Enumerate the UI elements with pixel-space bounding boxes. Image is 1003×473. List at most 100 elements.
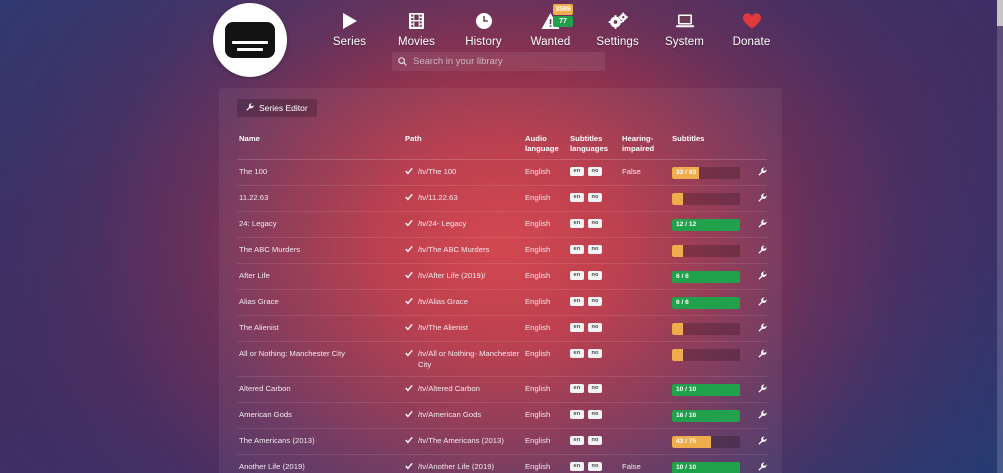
cell-series-name: The Alienist: [239, 323, 279, 333]
nav-item-system[interactable]: System: [651, 6, 718, 48]
cell-subtitles-progress: 12 / 12: [672, 219, 750, 232]
cell-path: /tv/After Life (2019)/: [405, 271, 525, 282]
cell-path-text: /tv/Alias Grace: [418, 297, 468, 307]
cell-path-text: /tv/After Life (2019)/: [418, 271, 486, 281]
row-wrench-icon[interactable]: [758, 193, 767, 202]
nav-item-settings[interactable]: Settings: [584, 6, 651, 48]
nav-label-system: System: [665, 36, 704, 48]
cell-audio-language: English: [525, 297, 551, 307]
subtitles-progress-label: 16 / 16: [676, 412, 697, 420]
table-row[interactable]: After Life/tv/After Life (2019)/ English e…: [237, 264, 767, 291]
table-row[interactable]: The ABC Murders/tv/The ABC Murders Englis…: [237, 238, 767, 265]
table-row[interactable]: Altered Carbon/tv/Altered Carbon English e…: [237, 377, 767, 404]
row-wrench-icon[interactable]: [758, 323, 767, 332]
check-icon: [405, 349, 413, 370]
subtitle-language-pill: no: [587, 219, 603, 229]
cell-path-text: /tv/American Gods: [418, 410, 482, 420]
cell-path-text: /tv/24- Legacy: [418, 219, 467, 229]
table-row[interactable]: American Gods/tv/American Gods English en n…: [237, 403, 767, 430]
row-wrench-icon[interactable]: [758, 167, 767, 176]
row-wrench-icon[interactable]: [758, 297, 767, 306]
cell-subtitles-languages: en no: [570, 167, 622, 177]
nav-item-series[interactable]: Series: [316, 6, 383, 48]
subtitle-language-pill: no: [587, 323, 603, 333]
cell-subtitles-progress: [672, 193, 750, 206]
cell-path: /tv/24- Legacy: [405, 219, 525, 230]
row-wrench-icon[interactable]: [758, 219, 767, 228]
cell-path: /tv/The 100: [405, 167, 525, 178]
row-wrench-icon[interactable]: [758, 410, 767, 419]
cell-actions: [750, 193, 767, 202]
nav-item-movies[interactable]: Movies: [383, 6, 450, 48]
row-wrench-icon[interactable]: [758, 462, 767, 471]
table-row[interactable]: The Americans (2013) /tv/The Americans (2…: [237, 429, 767, 456]
nav-item-history[interactable]: History: [450, 6, 517, 48]
col-header-subtitles: Subtitles: [672, 134, 705, 143]
cell-hearing-impaired: False: [622, 167, 641, 177]
subtitle-language-pill: no: [587, 384, 603, 394]
page-scrollbar[interactable]: [997, 0, 1003, 473]
series-editor-button[interactable]: Series Editor: [237, 99, 317, 117]
cell-audio-language: English: [525, 323, 551, 333]
row-wrench-icon[interactable]: [758, 271, 767, 280]
table-row[interactable]: 24: Legacy/tv/24- Legacy English en no 12 / …: [237, 212, 767, 239]
nav-items: Series Movies: [316, 4, 785, 48]
cell-audio-language: English: [525, 436, 551, 446]
cell-audio-language: English: [525, 462, 551, 472]
cell-audio-language: English: [525, 271, 551, 281]
nav-label-wanted: Wanted: [530, 36, 571, 48]
clock-icon: [475, 10, 493, 32]
check-icon: [405, 167, 413, 178]
table-row[interactable]: All or Nothing: Manchester City/tv/All o…: [237, 342, 767, 378]
check-icon: [405, 245, 413, 256]
subtitle-language-pill: en: [570, 219, 584, 229]
cell-subtitles-progress: 6 / 6: [672, 297, 750, 310]
subtitle-language-pill: no: [587, 410, 603, 420]
cell-subtitles-languages: en no: [570, 219, 622, 229]
subtitle-language-pill: en: [570, 167, 584, 177]
cell-subtitles-progress: 10 / 10: [672, 384, 750, 397]
search-input[interactable]: [413, 56, 599, 67]
cell-path-text: /tv/All or Nothing- Manchester City: [418, 349, 520, 369]
cell-path-text: /tv/The Alienist: [418, 323, 468, 333]
col-header-hearing-impaired: Hearing-impaired: [622, 134, 655, 153]
cell-path-text: /tv/Another Life (2019): [418, 462, 495, 472]
cell-path: /tv/The Alienist: [405, 323, 525, 334]
cell-series-name: Another Life (2019): [239, 462, 305, 472]
series-table: Name Path Audio language Subtitles langu…: [237, 132, 767, 473]
row-wrench-icon[interactable]: [758, 384, 767, 393]
row-wrench-icon[interactable]: [758, 245, 767, 254]
table-row[interactable]: 11.22.63/tv/11.22.63 English en no: [237, 186, 767, 213]
subtitles-progress-label: 6 / 6: [676, 299, 689, 307]
table-row[interactable]: The 100/tv/The 100 English en no False 33 / 8…: [237, 160, 767, 187]
table-row[interactable]: The Alienist/tv/The Alienist English en no: [237, 316, 767, 343]
subtitle-language-pill: en: [570, 384, 584, 394]
nav-item-wanted[interactable]: 3589 77 Wanted: [517, 4, 584, 48]
search-box[interactable]: [392, 52, 605, 71]
cell-subtitles-progress: 33 / 83: [672, 167, 750, 180]
check-icon: [405, 462, 413, 473]
nav-item-donate[interactable]: Donate: [718, 6, 785, 48]
bazarr-logo[interactable]: [213, 3, 287, 77]
cell-path-text: /tv/11.22.63: [418, 193, 458, 203]
cell-path-text: /tv/The Americans (2013): [418, 436, 504, 446]
subtitle-language-pill: en: [570, 462, 584, 472]
row-wrench-icon[interactable]: [758, 436, 767, 445]
cell-subtitles-languages: en no: [570, 410, 622, 420]
laptop-icon: [675, 10, 695, 32]
col-header-subtitles-languages: Subtitles languages: [570, 134, 609, 153]
row-wrench-icon[interactable]: [758, 349, 767, 358]
cell-subtitles-languages: en no: [570, 297, 622, 307]
cell-subtitles-languages: en no: [570, 436, 622, 446]
subtitles-progress-bar: 43 / 75: [672, 436, 740, 449]
table-row[interactable]: Another Life (2019) /tv/Another Life (201…: [237, 455, 767, 473]
table-row[interactable]: Alias Grace/tv/Alias Grace English en no 6 /…: [237, 290, 767, 317]
cell-subtitles-progress: 10 / 10: [672, 462, 750, 473]
cell-audio-language: English: [525, 410, 551, 420]
check-icon: [405, 384, 413, 395]
page-scrollbar-thumb[interactable]: [997, 0, 1003, 26]
cell-audio-language: English: [525, 349, 551, 359]
cell-actions: [750, 297, 767, 306]
cell-audio-language: English: [525, 193, 551, 203]
cell-series-name: All or Nothing: Manchester City: [239, 349, 345, 359]
